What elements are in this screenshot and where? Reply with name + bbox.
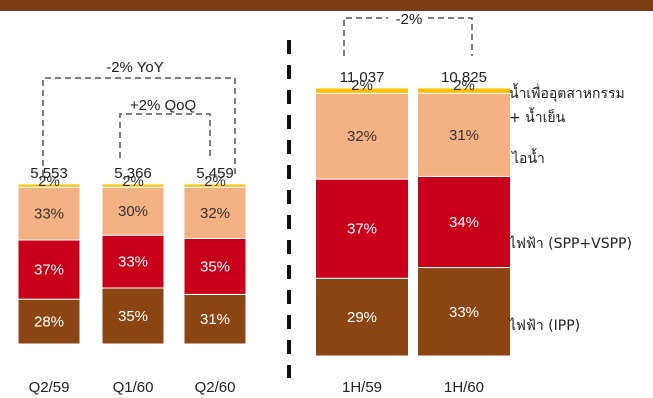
segment-label: 37% xyxy=(347,221,377,238)
yoy-annotation: -2% YoY xyxy=(106,59,164,76)
bar-segment-1-1-3 xyxy=(17,186,81,241)
segment-label: 2% xyxy=(453,77,475,94)
segment-label: 33% xyxy=(449,304,479,321)
bar-segment-1-3-1 xyxy=(183,293,247,345)
legend-water-line2: + น้ำเย็น xyxy=(509,107,566,126)
segment-label: 32% xyxy=(200,205,230,222)
category-tick-label: 1H/59 xyxy=(342,379,382,396)
legend-spp: ไฟฟ้า (SPP+VSPP) xyxy=(508,235,632,252)
bar-segment-1-1-2 xyxy=(17,239,81,300)
qoq-bracket xyxy=(119,113,211,158)
bar-segment-1-2-1 xyxy=(101,287,165,345)
category-tick-label: Q2/59 xyxy=(29,379,70,396)
segment-label: 37% xyxy=(34,262,64,279)
bar-segment-2-1-4 xyxy=(315,87,409,94)
half-year-bracket-left xyxy=(343,17,388,56)
segment-label: 33% xyxy=(118,254,148,271)
segment-label: 31% xyxy=(200,311,230,328)
segment-label: 30% xyxy=(118,203,148,220)
bar-segment-2-2-4 xyxy=(417,87,511,94)
bar-segment-2-2-1 xyxy=(417,267,511,357)
segment-label: 2% xyxy=(204,173,226,190)
bar-segment-2-2-2 xyxy=(417,175,511,269)
category-tick-label: 1H/60 xyxy=(444,379,484,396)
bar-segment-2-1-3 xyxy=(315,92,409,180)
bar-total-label: 10,825 xyxy=(441,69,487,86)
bar-segment-1-3-4 xyxy=(183,183,247,188)
segment-label: 31% xyxy=(449,127,479,144)
half-year-annotation: -2% xyxy=(396,11,423,28)
bar-segment-1-3-3 xyxy=(183,186,247,239)
category-tick-label: Q2/60 xyxy=(195,379,236,396)
segment-label: 29% xyxy=(347,309,377,326)
bar-segment-1-1-4 xyxy=(17,183,81,188)
segment-label: 35% xyxy=(118,308,148,325)
bar-segment-1-1-1 xyxy=(17,298,81,345)
bar-segment-1-2-3 xyxy=(101,186,165,236)
segment-label: 35% xyxy=(200,258,230,275)
segment-label: 2% xyxy=(351,77,373,94)
bar-total-label: 5,366 xyxy=(114,165,152,182)
bar-segment-1-2-2 xyxy=(101,234,165,289)
segment-label: 28% xyxy=(34,314,64,331)
bar-segment-2-2-3 xyxy=(417,92,511,177)
segment-label: 34% xyxy=(449,214,479,231)
half-year-bracket-right xyxy=(428,17,473,56)
bar-segment-1-3-2 xyxy=(183,237,247,295)
bar-total-label: 5,553 xyxy=(30,165,68,182)
yoy-bracket xyxy=(42,77,236,176)
bar-segment-2-1-2 xyxy=(315,178,409,279)
legend-steam: ไอน้ำ xyxy=(511,148,545,167)
segment-label: 2% xyxy=(122,173,144,190)
segment-label: 32% xyxy=(347,128,377,145)
legend-water-line1: น้ำเพื่ออุตสาหกรรม xyxy=(509,83,625,102)
top-accent-bar xyxy=(0,0,653,11)
legend-ipp: ไฟฟ้า (IPP) xyxy=(508,317,580,334)
bar-segment-1-2-4 xyxy=(101,183,165,188)
segment-label: 33% xyxy=(34,206,64,223)
qoq-annotation: +2% QoQ xyxy=(130,97,196,114)
category-tick-label: Q1/60 xyxy=(113,379,154,396)
segment-label: 2% xyxy=(38,173,60,190)
bar-total-label: 11,037 xyxy=(340,69,385,86)
bar-segment-2-1-1 xyxy=(315,277,409,357)
bar-total-label: 5,459 xyxy=(196,165,234,182)
